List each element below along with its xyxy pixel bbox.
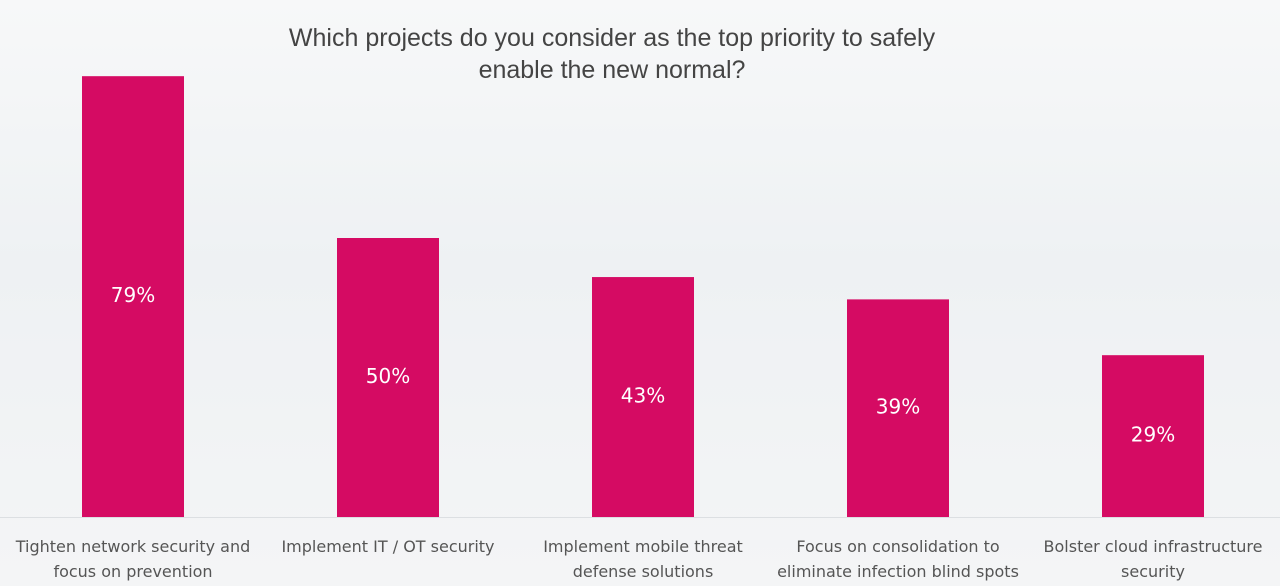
value-label: 43%	[621, 384, 665, 408]
bar	[847, 299, 949, 517]
category-label: Bolster cloud infrastructure security	[1043, 537, 1263, 581]
value-label: 39%	[876, 395, 920, 419]
value-label: 79%	[111, 283, 155, 307]
category-label: Tighten network security and focus on pr…	[15, 537, 251, 581]
bar	[82, 76, 184, 518]
bar	[1102, 355, 1204, 517]
category-label: Implement IT / OT security	[281, 537, 495, 556]
value-label: 50%	[366, 364, 410, 388]
bar	[337, 238, 439, 517]
value-label: 29%	[1131, 423, 1175, 447]
bar	[592, 277, 694, 517]
category-label: Implement mobile threat defense solution…	[543, 537, 743, 581]
chart-title: Which projects do you consider as the to…	[288, 24, 936, 84]
category-label: Focus on consolidation to eliminate infe…	[777, 537, 1019, 581]
